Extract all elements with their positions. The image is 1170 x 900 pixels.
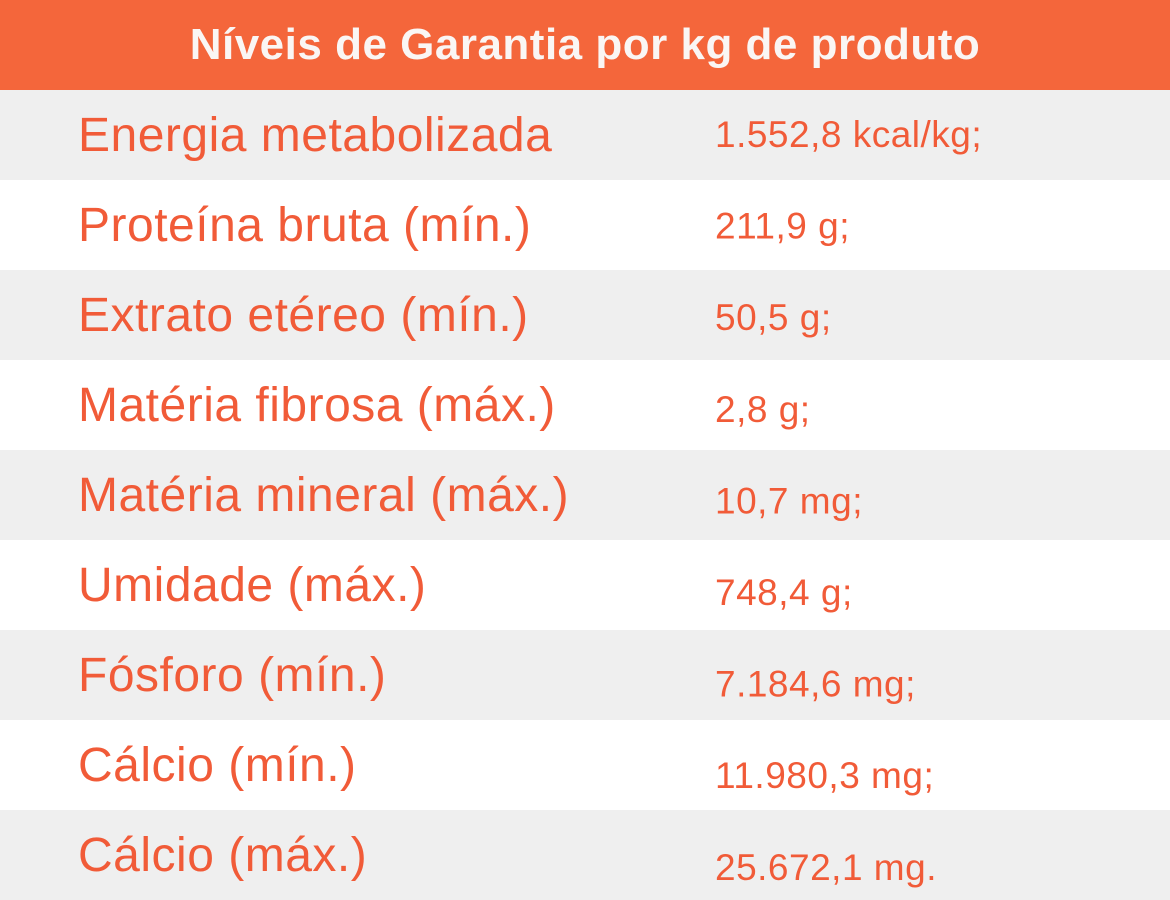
nutrient-label: Fósforo (mín.) — [78, 648, 387, 702]
nutrient-value: 211,9 g; — [715, 205, 850, 247]
nutrient-value: 10,7 mg; — [715, 480, 863, 522]
table-row: Matéria fibrosa (máx.) 2,8 g; — [0, 360, 1170, 450]
table-title: Níveis de Garantia por kg de produto — [0, 0, 1170, 90]
table-row: Proteína bruta (mín.) 211,9 g; — [0, 180, 1170, 270]
nutrient-value: 50,5 g; — [715, 297, 832, 339]
nutrient-label: Cálcio (mín.) — [78, 738, 357, 792]
nutrient-value: 2,8 g; — [715, 388, 811, 430]
table-row: Umidade (máx.) 748,4 g; — [0, 540, 1170, 630]
nutrient-label: Extrato etéreo (mín.) — [78, 288, 529, 342]
table-body: Energia metabolizada 1.552,8 kcal/kg; Pr… — [0, 90, 1170, 900]
nutrient-value: 11.980,3 mg; — [715, 755, 935, 797]
nutrient-value: 1.552,8 kcal/kg; — [715, 114, 983, 155]
table-row: Energia metabolizada 1.552,8 kcal/kg; — [0, 90, 1170, 180]
nutrient-value: 748,4 g; — [715, 572, 853, 613]
nutrient-value: 7.184,6 mg; — [715, 663, 916, 705]
table-row: Extrato etéreo (mín.) 50,5 g; — [0, 270, 1170, 360]
nutrient-label: Energia metabolizada — [78, 108, 553, 162]
nutrient-label: Cálcio (máx.) — [78, 828, 368, 882]
nutrient-label: Matéria fibrosa (máx.) — [78, 378, 556, 432]
table-row: Matéria mineral (máx.) 10,7 mg; — [0, 450, 1170, 540]
nutrient-label: Proteína bruta (mín.) — [78, 198, 532, 252]
nutrient-label: Matéria mineral (máx.) — [78, 468, 570, 522]
nutrient-label: Umidade (máx.) — [78, 558, 427, 612]
table-row: Cálcio (máx.) 25.672,1 mg. — [0, 810, 1170, 900]
table-row: Cálcio (mín.) 11.980,3 mg; — [0, 720, 1170, 810]
table-row: Fósforo (mín.) 7.184,6 mg; — [0, 630, 1170, 720]
nutrient-value: 25.672,1 mg. — [715, 846, 937, 888]
